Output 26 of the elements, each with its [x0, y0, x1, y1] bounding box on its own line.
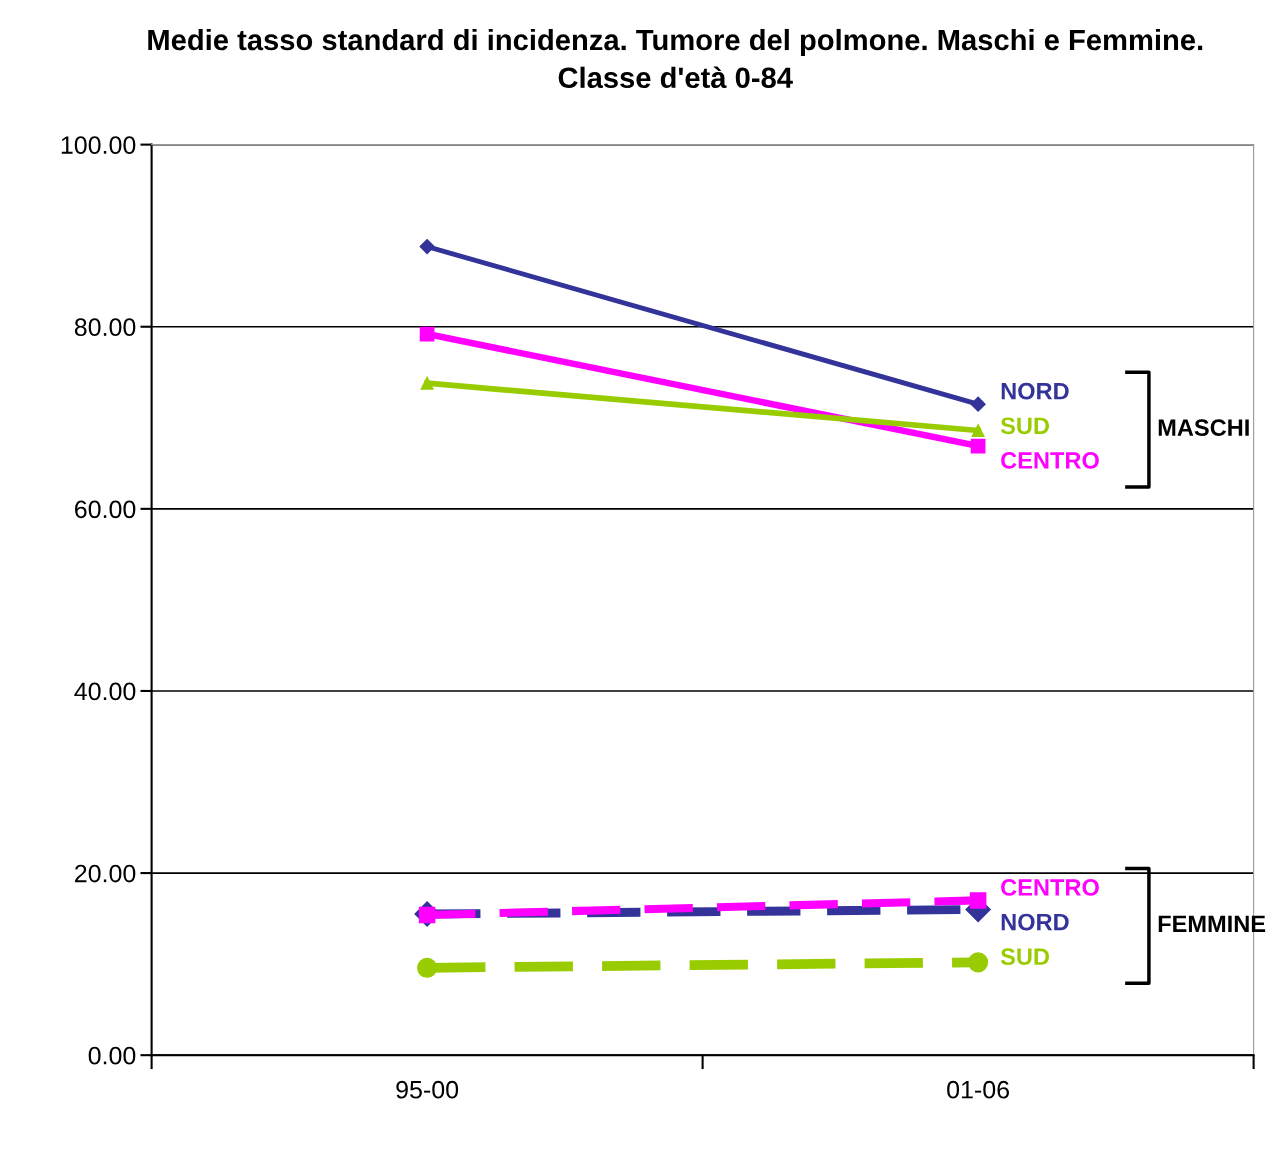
- point: [419, 239, 435, 255]
- y-tick-label: 20.00: [75, 864, 136, 883]
- series-label: SUD: [1000, 948, 1050, 965]
- point: [970, 396, 986, 412]
- x-tick-label: 01-06: [947, 1080, 1009, 1099]
- series-label: SUD: [1000, 417, 1050, 435]
- y-tick-label: 80.00: [74, 318, 136, 337]
- point: [420, 376, 434, 390]
- point: [969, 892, 987, 909]
- point: [419, 326, 435, 342]
- annotation: MASCHI: [1158, 419, 1249, 436]
- point: [970, 438, 986, 454]
- point: [971, 424, 985, 437]
- series-label: CENTRO: [1001, 879, 1099, 896]
- y-tick-label: 0.00: [88, 1046, 136, 1065]
- chart-title: Medie tasso standard di incidenza. Tumore del polmone. Maschi e Femmine. Classe d'età 0-84: [148, 28, 1203, 89]
- annotation: FEMMINE: [1158, 915, 1266, 932]
- point: [417, 957, 438, 978]
- series-label: NORD: [1001, 913, 1069, 931]
- y-tick-label: 40.00: [74, 682, 136, 701]
- series-label: NORD: [1001, 382, 1069, 400]
- series-label: CENTRO: [1001, 452, 1099, 469]
- y-tick-label: 100.00: [61, 136, 136, 154]
- x-tick-label: 95-00: [396, 1080, 459, 1099]
- point: [968, 952, 989, 973]
- y-tick-label: 60.00: [75, 500, 136, 519]
